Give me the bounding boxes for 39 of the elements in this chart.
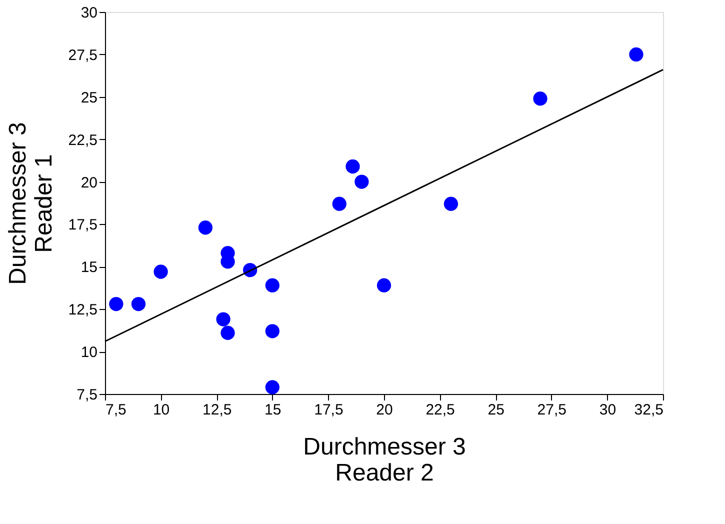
y-tick-label: 7,5 [76,386,98,404]
y-tick-label: 15 [80,259,98,276]
point [220,326,235,340]
point [265,380,280,394]
point [198,220,213,235]
y-tick-label: 30 [80,4,98,22]
x-tick-label: 32,5 [634,402,664,418]
point [533,92,548,106]
y-tick-label: 12,5 [68,302,98,319]
x-axis-title: Durchmesser 3 Reader 2 [303,434,466,486]
x-tick-label: 17,5 [314,402,344,418]
y-tick-label: 10 [80,344,98,362]
point [216,312,230,326]
point [154,264,168,279]
point [265,278,280,292]
x-tick-label: 10 [152,402,170,418]
x-tick-label: 15 [264,402,282,418]
y-axis-title: Durchmesser 3 Reader 1 [4,122,58,285]
x-tick-label: 22,5 [426,402,455,418]
x-tick-label: 7,5 [106,402,126,418]
x-tick-label: 12,5 [202,402,232,418]
point [346,159,360,174]
y-tick-label: 27,5 [68,46,98,64]
point [131,296,146,312]
point [354,174,369,189]
x-tick-label: 27,5 [537,402,566,418]
y-tick-label: 17,5 [68,216,98,234]
x-tick-label: 30 [599,402,616,418]
point [332,196,346,211]
point [629,47,644,62]
point [376,278,392,292]
y-tick-label: 20 [80,174,98,192]
point [444,196,458,211]
point [109,296,124,312]
point [265,324,280,338]
y-tick-label: 22,5 [68,132,98,149]
y-tick-label: 25 [80,89,98,106]
x-tick-label: 25 [488,402,504,418]
x-tick-label: 20 [376,402,393,418]
